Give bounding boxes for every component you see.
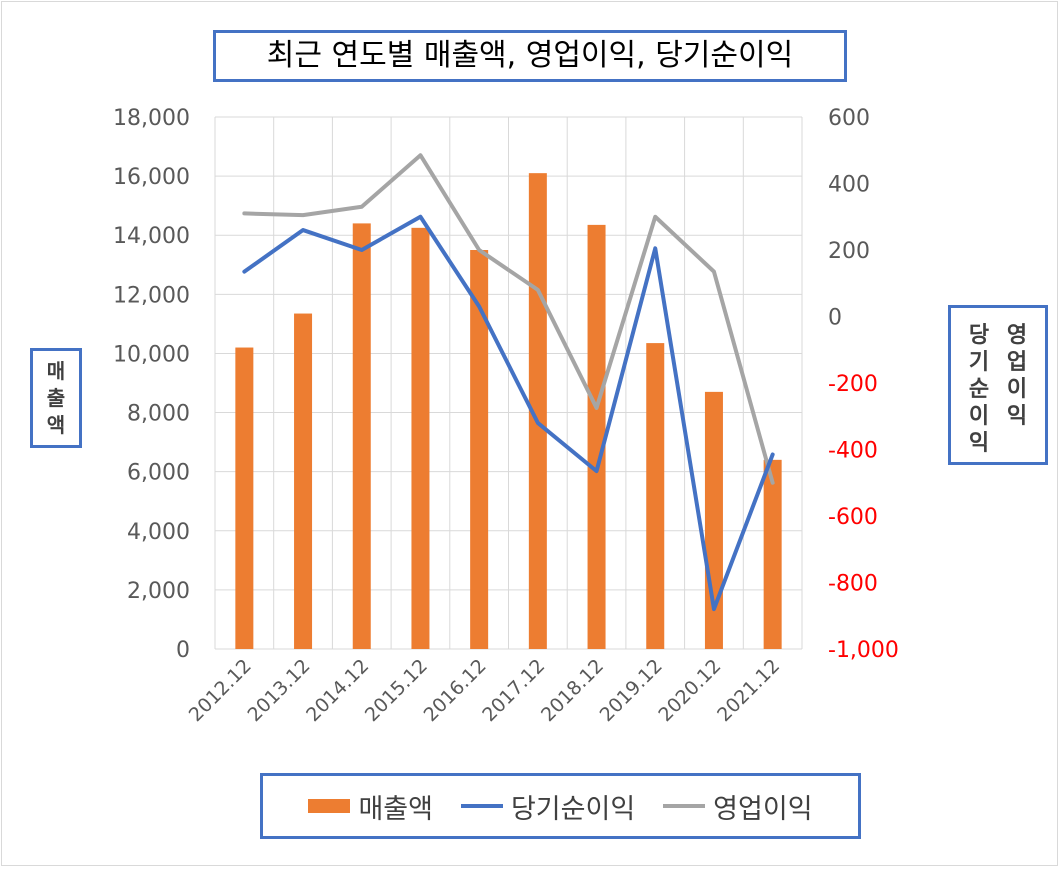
legend-label-operating-income: 영업이익 (713, 793, 813, 825)
bar-revenue (646, 343, 665, 649)
y-tick-left-label: 4,000 (127, 520, 190, 545)
legend: 매출액 당기순이익 영업이익 (260, 773, 861, 839)
x-tick-label: 2021.12 (713, 655, 784, 726)
line-net-income (242, 214, 775, 612)
legend-item-operating-income: 영업이익 (663, 787, 813, 826)
x-tick-label: 2012.12 (185, 655, 256, 726)
y-axis-right-label: 당기순이익 영업이익 (948, 305, 1048, 465)
bar-revenue (528, 173, 547, 649)
bar-revenue (763, 459, 782, 649)
x-tick-label: 2013.12 (243, 655, 314, 726)
y-axis-right-label-line-1: 당기순이익 (968, 323, 990, 456)
y-tick-right-label: 200 (828, 239, 870, 264)
x-tick-label: 2018.12 (537, 655, 608, 726)
bar-revenue (470, 250, 489, 649)
y-tick-left-label: 0 (176, 638, 190, 663)
legend-item-net-income: 당기순이익 (460, 787, 636, 826)
legend-item-revenue: 매출액 (308, 787, 433, 826)
x-tick-label: 2016.12 (420, 655, 491, 726)
y-tick-left-label: 18,000 (113, 106, 190, 131)
y-tick-right-label: -200 (828, 372, 878, 397)
bar-revenue (587, 224, 606, 649)
bar-revenue (411, 227, 430, 650)
bar-revenue (294, 313, 313, 649)
y-tick-left-label: 10,000 (113, 342, 190, 367)
x-tick-label: 2015.12 (361, 655, 432, 726)
y-axis-left-label-text: 매출액 (46, 358, 66, 437)
y-tick-left-label: 8,000 (127, 402, 190, 427)
chart-title: 최근 연도별 매출액, 영업이익, 당기순이익 (213, 30, 847, 82)
legend-label-net-income: 당기순이익 (510, 793, 636, 825)
line-operating-income (242, 153, 775, 485)
y-tick-left-label: 14,000 (113, 224, 190, 249)
y-tick-right-label: 600 (828, 106, 870, 131)
y-tick-left-label: 12,000 (113, 283, 190, 308)
y-tick-right-label: -1,000 (828, 638, 899, 663)
legend-swatch-operating-income (663, 804, 706, 808)
y-tick-right-label: 400 (828, 173, 870, 198)
legend-label-revenue: 매출액 (358, 793, 433, 825)
x-tick-label: 2014.12 (302, 655, 373, 726)
legend-swatch-revenue (308, 799, 351, 813)
x-tick-label: 2019.12 (596, 655, 667, 726)
y-tick-left-label: 6,000 (127, 461, 190, 486)
bar-revenue (352, 223, 371, 649)
y-tick-left-label: 16,000 (113, 165, 190, 190)
y-tick-right-label: -400 (828, 439, 878, 464)
y-tick-left-label: 2,000 (127, 579, 190, 604)
y-tick-right-label: -600 (828, 505, 878, 530)
x-tick-label: 2017.12 (478, 655, 549, 726)
y-tick-right-label: -800 (828, 572, 878, 597)
y-axis-left-label: 매출액 (30, 348, 82, 448)
bar-revenue (235, 347, 254, 649)
y-tick-right-label: 0 (828, 306, 842, 331)
x-tick-label: 2020.12 (654, 655, 725, 726)
y-axis-right-label-line-2: 영업이익 (1006, 323, 1028, 429)
legend-swatch-net-income (460, 804, 503, 808)
